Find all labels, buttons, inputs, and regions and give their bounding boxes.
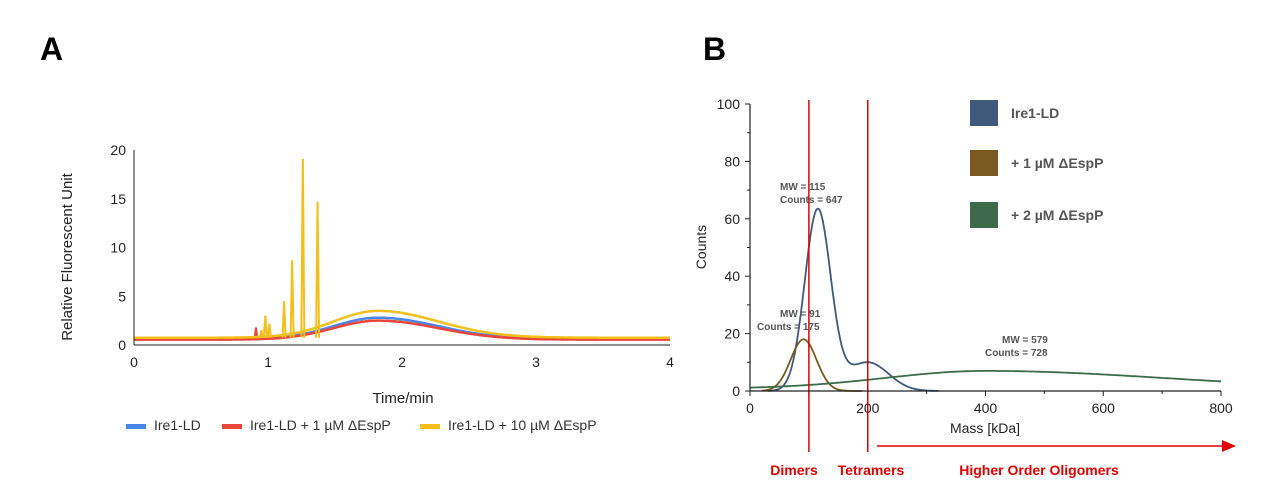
chart-b-peak-counts-label: Counts = 647	[780, 195, 843, 206]
chart-a-y-tick-label: 20	[110, 142, 126, 158]
chart-b-axes	[749, 104, 1221, 392]
chart-b-region-labels: Dimers Tetramers Higher Order Oligomers	[770, 462, 1119, 478]
chart-b-x-tick-label: 600	[1092, 400, 1116, 416]
chart-b-y-tick-label: 40	[724, 268, 740, 284]
chart-a-legend-swatch	[420, 424, 440, 429]
chart-a-series	[134, 158, 670, 341]
chart-a-legend: Ire1-LD Ire1-LD + 1 µM ΔEspP Ire1-LD + 10 …	[126, 417, 597, 433]
chart-a-y-ticks: 0 5 10 15 20	[110, 142, 126, 353]
chart-a-spike	[262, 315, 268, 338]
chart-a-legend-label: Ire1-LD + 10 µM ΔEspP	[448, 417, 597, 433]
chart-a-x-tick-label: 1	[264, 354, 272, 370]
chart-b-x-ticks: 0 200 400 600 800	[746, 391, 1233, 416]
chart-a-spike	[281, 301, 287, 338]
chart-b-x-tick-label: 800	[1209, 400, 1233, 416]
chart-b-legend-swatch	[970, 100, 998, 126]
chart-b-peak-mw-label: MW = 579	[1002, 335, 1048, 346]
chart-a-spike	[253, 327, 259, 340]
chart-b-peak-mw-label: MW = 115	[780, 182, 826, 193]
chart-a-legend-swatch	[222, 424, 242, 429]
chart-b-y-tick-label: 0	[732, 383, 740, 399]
chart-b-legend-label: + 2 µM ΔEspP	[1011, 207, 1103, 223]
chart-a-x-axis-label: Time/min	[372, 390, 433, 407]
panel-b-letter: B	[703, 31, 726, 67]
chart-b-peak-annotations: MW = 115 Counts = 647 MW = 91 Counts = 175 M…	[757, 182, 1048, 359]
chart-a-x-ticks: 0 1 2 3 4	[130, 354, 674, 370]
chart-a-x-tick-label: 2	[398, 354, 406, 370]
chart-a-y-tick-label: 0	[118, 337, 126, 353]
chart-b-x-tick-label: 400	[974, 400, 998, 416]
chart-b-legend-label: + 1 µM ΔEspP	[1011, 155, 1103, 171]
chart-b-legend-swatch	[970, 150, 998, 176]
chart-a-series-line	[134, 319, 670, 341]
chart-b-series	[749, 207, 1222, 392]
chart-a: 0 5 10 15 20 0 1 2 3 4 Time/min Relative Fluores…	[59, 142, 674, 433]
chart-b-series-line	[767, 207, 939, 392]
chart-b-peak-counts-label: Counts = 728	[985, 348, 1048, 359]
chart-a-legend-label: Ire1-LD	[154, 417, 201, 433]
chart-b-series-line	[749, 369, 1222, 389]
chart-b-peak-mw-label: MW = 91	[780, 309, 821, 320]
chart-b-legend: Ire1-LD + 1 µM ΔEspP + 2 µM ΔEspP	[970, 100, 1103, 228]
chart-b-x-axis-label: Mass [kDa]	[950, 420, 1020, 436]
chart-a-spike	[315, 201, 321, 338]
chart-a-legend-label: Ire1-LD + 1 µM ΔEspP	[250, 417, 391, 433]
chart-a-spike	[300, 158, 306, 338]
chart-b-y-ticks: 0 20 40 60 80 100	[717, 96, 750, 399]
chart-b-series-line	[761, 338, 862, 392]
chart-b-reference-lines	[808, 100, 1236, 452]
panel-a-letter: A	[40, 31, 63, 67]
chart-a-x-tick-label: 0	[130, 354, 138, 370]
chart-b-region-label: Higher Order Oligomers	[959, 462, 1119, 478]
chart-a-legend-swatch	[126, 424, 146, 429]
chart-b-y-tick-label: 80	[724, 153, 740, 169]
chart-a-x-tick-label: 4	[666, 354, 674, 370]
chart-a-y-tick-label: 15	[110, 191, 126, 207]
chart-a-y-axis-label: Relative Fluorescent Unit	[59, 172, 76, 340]
chart-b-peak-counts-label: Counts = 175	[757, 322, 820, 333]
chart-b-y-axis-label: Counts	[693, 225, 709, 269]
chart-a-spike	[258, 330, 264, 338]
chart-a-x-tick-label: 3	[532, 354, 540, 370]
chart-a-y-tick-label: 5	[118, 288, 126, 304]
chart-b-region-label: Tetramers	[838, 462, 905, 478]
chart-a-spike	[289, 260, 295, 338]
chart-b-x-tick-label: 0	[746, 400, 754, 416]
chart-a-y-tick-label: 10	[110, 240, 126, 256]
chart-b-y-tick-label: 20	[724, 326, 740, 342]
chart-b-legend-label: Ire1-LD	[1011, 105, 1059, 121]
chart-a-spike	[266, 323, 272, 338]
chart-b-region-label: Dimers	[770, 462, 818, 478]
chart-b-y-tick-label: 60	[724, 211, 740, 227]
chart-a-series-line	[134, 309, 670, 339]
chart-b-legend-swatch	[970, 202, 998, 228]
chart-b-y-tick-label: 100	[717, 96, 741, 112]
chart-b-oligomer-arrow-head	[1222, 440, 1236, 452]
